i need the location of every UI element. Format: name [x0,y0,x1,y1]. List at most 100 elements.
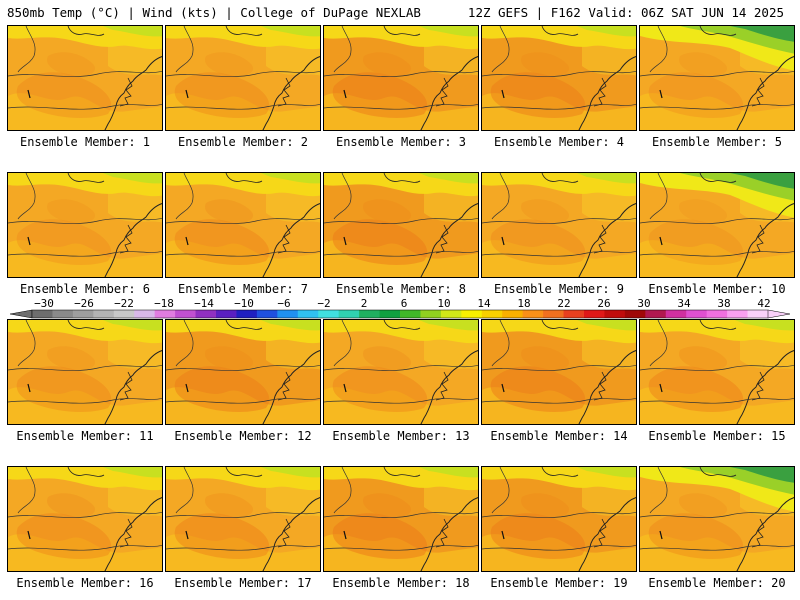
colorbar-tick-label: 22 [557,297,570,310]
ensemble-map-panel [639,25,795,131]
temperature-field-map [640,467,794,571]
colorbar-tick-label: −26 [74,297,94,310]
panel-label: Ensemble Member: 13 [332,429,470,443]
colorbar-right-arrow [767,309,791,319]
colorbar-segment [93,310,115,318]
colorbar-segment [563,310,585,318]
ensemble-map-panel [7,172,163,278]
colorbar-segment [604,310,626,318]
ensemble-map-panel [323,466,479,572]
temperature-field-map [8,26,162,130]
colorbar-tick-label: 6 [401,297,408,310]
colorbar-segment [706,310,728,318]
colorbar-segment [543,310,565,318]
panel-label: Ensemble Member: 1 [19,135,151,149]
colorbar-segment [32,310,53,318]
colorbar-segment [440,310,462,318]
panel-label: Ensemble Member: 15 [648,429,786,443]
colorbar-segment [747,310,769,318]
colorbar-tick-label: 10 [437,297,450,310]
colorbar-segment [216,310,237,318]
colorbar-tick-label: 38 [717,297,730,310]
temperature-field-map [166,26,320,130]
temperature-field-map [482,26,636,130]
colorbar-segment [134,310,156,318]
panel-label: Ensemble Member: 20 [648,576,786,590]
temperature-field-map [324,26,478,130]
ensemble-map-panel [165,319,321,425]
colorbar-segment [236,310,258,318]
panel-label: Ensemble Member: 7 [177,282,309,296]
colorbar-tick-label: 42 [757,297,770,310]
temperature-field-map [8,320,162,424]
colorbar-segment [420,310,442,318]
colorbar-segment [154,310,176,318]
ensemble-map-panel [165,466,321,572]
panel-label: Ensemble Member: 18 [332,576,470,590]
panel-label: Ensemble Member: 9 [493,282,625,296]
colorbar-segment [52,310,74,318]
panel-label: Ensemble Member: 11 [16,429,154,443]
colorbar-tick-label: −18 [154,297,174,310]
temperature-field-map [640,173,794,277]
colorbar-segment [686,310,708,318]
ensemble-map-panel [639,466,795,572]
panel-label: Ensemble Member: 10 [648,282,786,296]
model-run-info: 12Z GEFS | F162 Valid: 06Z SAT JUN 14 20… [467,5,784,20]
ensemble-map-panel [165,25,321,131]
temperature-field-map [8,173,162,277]
ensemble-map-panel [481,319,637,425]
panel-label: Ensemble Member: 17 [174,576,312,590]
temperature-field-map [166,320,320,424]
panel-label: Ensemble Member: 8 [335,282,467,296]
colorbar-tick-label: −2 [317,297,330,310]
colorbar-segment [461,310,483,318]
ensemble-map-panel [323,319,479,425]
colorbar-tick-label: 30 [637,297,650,310]
colorbar-segment [727,310,749,318]
temperature-field-map [166,467,320,571]
ensemble-map-panel [639,319,795,425]
colorbar-tick-label: 26 [597,297,610,310]
panel-label: Ensemble Member: 3 [335,135,467,149]
colorbar-segment [522,310,544,318]
colorbar-tick-label: 18 [517,297,530,310]
ensemble-map-panel [481,25,637,131]
colorbar-segment [318,310,340,318]
colorbar-segment [297,310,319,318]
ensemble-map-panel [639,172,795,278]
temperature-colorbar: −30 −26 −22 −18 −14 −10 −6 −2 2 6 10 14 18 22 26 30 34 38… [9,297,791,319]
temperature-field-map [640,26,794,130]
temperature-field-map [324,320,478,424]
temperature-field-map [8,467,162,571]
colorbar-tick-label: −22 [114,297,134,310]
panel-label: Ensemble Member: 19 [490,576,628,590]
panel-label: Ensemble Member: 6 [19,282,151,296]
colorbar-segment [338,310,360,318]
colorbar-tick-label: −6 [277,297,290,310]
colorbar-segment [72,310,94,318]
colorbar-segment [665,310,687,318]
colorbar-segment [195,310,217,318]
colorbar-segment [113,310,135,318]
colorbar-tick-label: 2 [361,297,368,310]
panel-label: Ensemble Member: 2 [177,135,309,149]
colorbar-segment [645,310,667,318]
temperature-field-map [482,467,636,571]
ensemble-map-panel [323,25,479,131]
colorbar-segment [400,310,421,318]
colorbar-tick-label: 14 [477,297,491,310]
ensemble-map-panel [165,172,321,278]
colorbar-segment [175,310,197,318]
map-title: 850mb Temp (°C) | Wind (kts) | College o… [7,5,421,20]
colorbar-left-arrow [9,309,33,319]
colorbar-tick-label: −10 [234,297,254,310]
colorbar-segment [379,310,401,318]
temperature-field-map [324,173,478,277]
panel-label: Ensemble Member: 12 [174,429,312,443]
colorbar-tick-label: −14 [194,297,214,310]
colorbar-tick-label: 34 [677,297,691,310]
ensemble-map-panel [7,319,163,425]
temperature-field-map [324,467,478,571]
temperature-field-map [482,173,636,277]
